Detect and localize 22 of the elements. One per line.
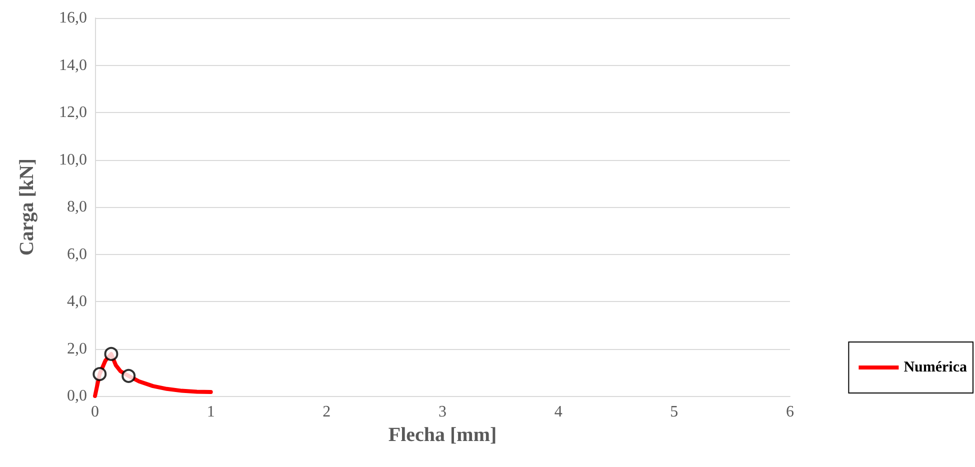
point bbox=[104, 346, 118, 361]
y-tick-label: 0,0 bbox=[67, 388, 87, 404]
x-tick-label: 3 bbox=[438, 404, 446, 420]
x-tick-label: 4 bbox=[554, 404, 562, 420]
y-tick-label: 16,0 bbox=[59, 10, 87, 26]
x-tick-label: 0 bbox=[91, 404, 99, 420]
x-tick-label: 5 bbox=[670, 404, 678, 420]
y-tick-label: 2,0 bbox=[67, 340, 87, 358]
point bbox=[122, 368, 136, 383]
point bbox=[92, 367, 107, 382]
y-tick-label: 12,0 bbox=[59, 104, 87, 121]
y-tick-label: 14,0 bbox=[59, 56, 87, 74]
y-tick-label: 6,0 bbox=[67, 246, 87, 263]
y-tick-label: 8,0 bbox=[67, 198, 87, 216]
legend-label: Numérica bbox=[904, 360, 968, 376]
x-tick-label: 1 bbox=[206, 404, 215, 420]
y-tick-label: 4,0 bbox=[67, 293, 87, 310]
y-tick-label: 10,0 bbox=[59, 151, 87, 168]
x-axis-title: Flecha [mm] bbox=[388, 424, 497, 446]
x-tick-label: 2 bbox=[322, 404, 331, 420]
x-tick-label: 6 bbox=[786, 404, 794, 420]
y-axis-title: Carga [kN] bbox=[16, 158, 38, 256]
